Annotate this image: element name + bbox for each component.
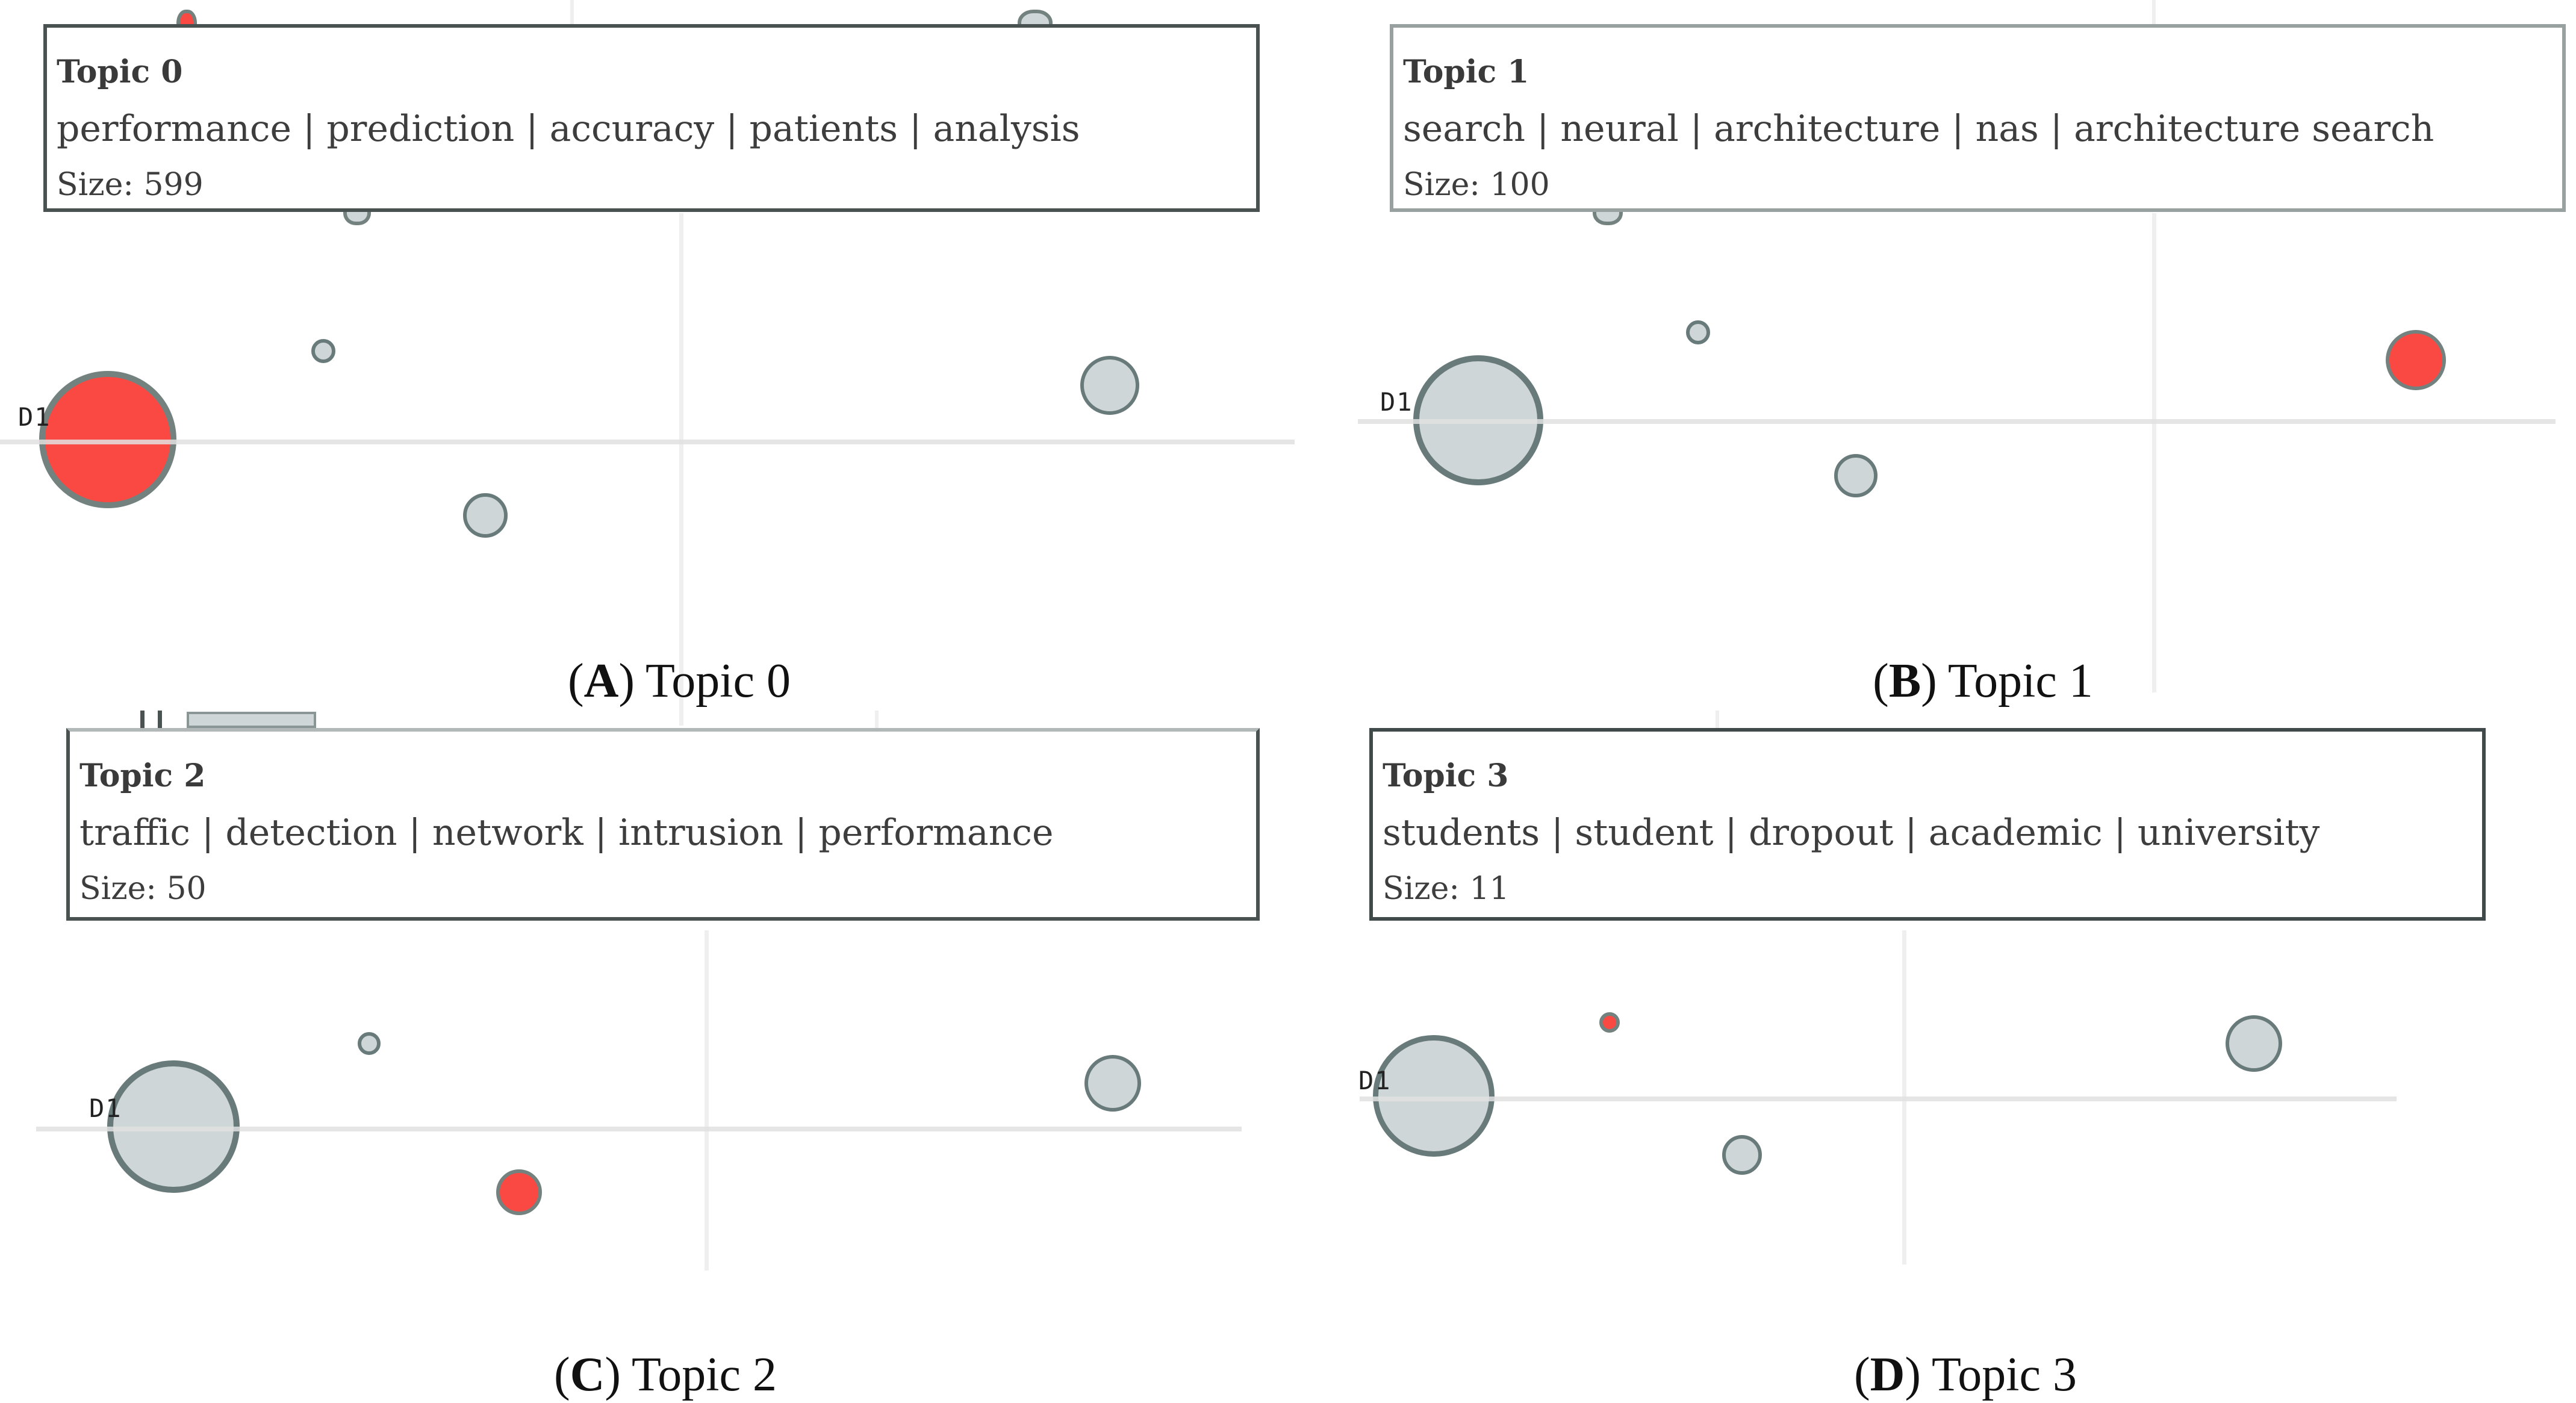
caption-paren: ( <box>1853 1348 1870 1401</box>
clipped-bubble-fragment <box>176 10 197 24</box>
caption-letter: B <box>1888 655 1921 708</box>
tooltip-keywords: performance | prediction | accuracy | pa… <box>57 108 1080 150</box>
clipped-bubble-fragment <box>1018 10 1053 24</box>
tooltip-size: Size: 11 <box>1383 871 1510 907</box>
caption-paren: ( <box>567 655 584 708</box>
caption-letter: A <box>583 655 619 708</box>
tooltip-keywords: students | student | dropout | academic … <box>1383 812 2320 854</box>
topic-bubble-gray[interactable] <box>463 493 508 538</box>
tooltip-topic-1: Topic 1 search | neural | architecture |… <box>1390 24 2566 212</box>
clipped-bubble-fragment <box>1593 212 1623 225</box>
tooltip-title: Topic 2 <box>79 757 206 794</box>
tooltip-title: Topic 1 <box>1403 54 1529 90</box>
topic-bubble-gray[interactable] <box>311 339 335 363</box>
tooltip-title: Topic 0 <box>57 54 183 90</box>
caption-paren: ) <box>605 1348 621 1401</box>
clipped-bar-fragment <box>187 712 316 728</box>
caption-paren: ( <box>1873 655 1889 708</box>
caption-paren: ( <box>553 1348 570 1401</box>
topic-bubble-gray[interactable] <box>1373 1035 1495 1157</box>
caption-panel-d: (D) Topic 3 <box>1854 1348 2077 1402</box>
gridline-fragment <box>875 711 879 728</box>
tooltip-size: Size: 50 <box>79 871 207 907</box>
caption-panel-b: (B) Topic 1 <box>1873 654 2093 709</box>
clipped-tick-fragment <box>140 711 145 728</box>
tooltip-title: Topic 3 <box>1383 757 1509 794</box>
tooltip-topic-3: Topic 3 students | student | dropout | a… <box>1369 728 2486 921</box>
caption-paren: ) <box>618 655 635 708</box>
gridline-fragment <box>570 0 574 24</box>
tooltip-keywords: search | neural | architecture | nas | a… <box>1403 108 2434 150</box>
caption-text: Topic 2 <box>632 1348 777 1401</box>
clipped-tick-fragment <box>158 711 162 728</box>
gridline-vertical <box>2152 213 2156 692</box>
caption-letter: C <box>570 1348 605 1401</box>
gridline-fragment <box>1716 711 1719 728</box>
caption-letter: D <box>1870 1348 1905 1401</box>
gridline-vertical <box>679 213 683 726</box>
tooltip-size: Size: 100 <box>1403 167 1550 203</box>
topic-bubble-gray[interactable] <box>1686 320 1710 344</box>
caption-panel-a: (A) Topic 0 <box>568 654 791 709</box>
caption-panel-c: (C) Topic 2 <box>554 1348 777 1402</box>
gridline-horizontal <box>1358 419 2556 424</box>
caption-text: Topic 1 <box>1947 655 2093 708</box>
caption-text: Topic 0 <box>646 655 791 708</box>
gridline-fragment <box>2152 0 2156 24</box>
topic-bubble-red[interactable] <box>1599 1012 1620 1033</box>
axis-label-d1: D1 <box>89 1093 122 1123</box>
caption-paren: ) <box>1905 1348 1921 1401</box>
gridline-horizontal <box>1360 1097 2397 1101</box>
topic-bubble-red[interactable] <box>2386 330 2446 390</box>
tooltip-keywords: traffic | detection | network | intrusio… <box>79 812 1054 854</box>
caption-paren: ) <box>1921 655 1937 708</box>
axis-label-d1: D1 <box>1380 387 1413 417</box>
gridline-horizontal <box>0 440 1295 444</box>
axis-label-d1: D1 <box>1358 1066 1392 1095</box>
topic-bubble-gray[interactable] <box>358 1032 381 1055</box>
clipped-bubble-fragment <box>343 212 371 225</box>
topic-bubble-red[interactable] <box>496 1169 542 1215</box>
topic-bubble-gray[interactable] <box>1722 1135 1762 1175</box>
axis-label-d1: D1 <box>18 402 51 432</box>
gridline-vertical <box>705 930 709 1271</box>
topic-bubble-gray[interactable] <box>1080 356 1139 415</box>
topic-bubble-gray[interactable] <box>1084 1055 1141 1112</box>
tooltip-size: Size: 599 <box>57 167 204 203</box>
tooltip-topic-2: Topic 2 traffic | detection | network | … <box>66 728 1260 921</box>
gridline-horizontal <box>36 1127 1242 1131</box>
tooltip-topic-0: Topic 0 performance | prediction | accur… <box>43 24 1260 212</box>
caption-text: Topic 3 <box>1932 1348 2077 1401</box>
topic-bubble-gray[interactable] <box>2226 1015 2282 1072</box>
topic-bubble-gray[interactable] <box>1834 454 1878 497</box>
